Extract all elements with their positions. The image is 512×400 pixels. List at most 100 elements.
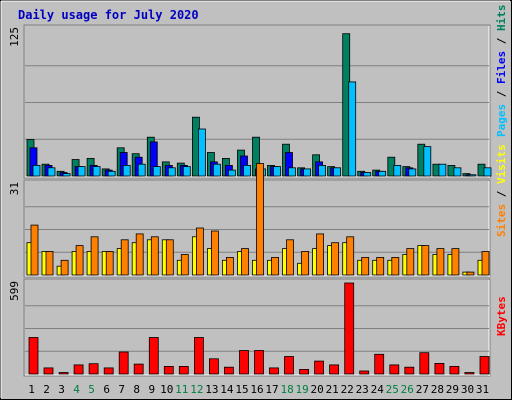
legend-part: Files xyxy=(495,51,508,84)
day-label-21: 21 xyxy=(326,383,339,396)
bar-kbytes-day-18 xyxy=(284,356,294,375)
series-legend-visitors: Sites / Visits xyxy=(495,144,508,237)
day-label-22: 22 xyxy=(341,383,354,396)
bar-sites-day-19 xyxy=(301,251,310,276)
day-label-15: 15 xyxy=(235,383,248,396)
day-label-1: 1 xyxy=(28,383,35,396)
bar-sites-day-16 xyxy=(256,163,264,276)
bar-pages-day-12 xyxy=(197,128,206,177)
day-label-30: 30 xyxy=(461,383,474,396)
legend-part: Pages xyxy=(495,104,508,137)
panel-requests: 125 Pages / Files / Hits xyxy=(8,5,508,179)
bar-kbytes-day-22 xyxy=(344,282,355,375)
day-label-23: 23 xyxy=(356,383,369,396)
bar-sites-day-5 xyxy=(90,236,99,276)
bar-pages-day-6 xyxy=(107,170,116,177)
bar-sites-day-14 xyxy=(225,256,234,276)
bar-pages-day-17 xyxy=(273,166,281,177)
bar-sites-day-2 xyxy=(45,251,54,276)
bar-kbytes-day-31 xyxy=(479,356,490,375)
day-label-27: 27 xyxy=(416,383,429,396)
bar-kbytes-day-12 xyxy=(193,337,204,375)
bar-sites-day-27 xyxy=(421,245,430,276)
day-label-24: 24 xyxy=(371,383,385,396)
bar-kbytes-day-20 xyxy=(314,360,325,375)
bar-sites-day-26 xyxy=(406,248,415,276)
bar-kbytes-day-8 xyxy=(133,363,144,375)
bar-pages-day-29 xyxy=(453,167,462,177)
bar-pages-day-22 xyxy=(348,81,357,177)
bar-pages-day-30 xyxy=(468,174,477,177)
bar-pages-day-25 xyxy=(393,164,402,177)
bar-pages-day-31 xyxy=(483,167,492,177)
day-label-6: 6 xyxy=(103,383,110,396)
bar-sites-day-30 xyxy=(466,271,475,276)
bar-sites-day-23 xyxy=(361,256,370,276)
bar-pages-day-5 xyxy=(92,166,101,177)
bar-sites-day-28 xyxy=(436,248,445,276)
day-label-2: 2 xyxy=(43,383,50,396)
bar-kbytes-day-10 xyxy=(163,365,174,375)
bar-sites-day-25 xyxy=(391,256,400,276)
bar-pages-day-4 xyxy=(77,166,86,177)
bar-kbytes-day-11 xyxy=(178,365,189,375)
bar-kbytes-day-15 xyxy=(239,350,249,375)
bar-pages-day-13 xyxy=(212,163,221,177)
day-label-19: 19 xyxy=(295,383,308,396)
bar-pages-day-7 xyxy=(122,164,131,177)
day-label-13: 13 xyxy=(205,383,218,396)
bar-kbytes-day-5 xyxy=(88,363,99,375)
day-label-12: 12 xyxy=(190,383,203,396)
day-label-31: 31 xyxy=(476,383,489,396)
bar-sites-day-15 xyxy=(241,248,249,276)
bar-kbytes-day-2 xyxy=(43,367,54,375)
bar-kbytes-day-7 xyxy=(118,351,129,375)
bar-pages-day-8 xyxy=(137,163,146,177)
bar-sites-day-10 xyxy=(165,239,174,276)
bar-sites-day-11 xyxy=(180,254,189,276)
bar-kbytes-day-28 xyxy=(434,362,445,375)
bar-pages-day-3 xyxy=(62,173,71,177)
day-label-4: 4 xyxy=(73,383,80,396)
panel-kbytes: 599 KBytes xyxy=(8,278,508,377)
bar-kbytes-day-17 xyxy=(269,367,279,375)
bar-pages-day-15 xyxy=(243,164,251,177)
bar-pages-day-19 xyxy=(303,168,312,177)
bar-kbytes-day-25 xyxy=(389,364,400,375)
bar-kbytes-day-1 xyxy=(28,337,39,375)
bar-sites-day-7 xyxy=(120,239,129,276)
day-label-16: 16 xyxy=(250,383,263,396)
bar-pages-day-24 xyxy=(378,170,387,177)
bar-kbytes-day-30 xyxy=(464,372,475,375)
panel-visitors: 31 Sites / Visits xyxy=(8,144,508,278)
bar-kbytes-day-19 xyxy=(299,368,310,375)
bar-sites-day-4 xyxy=(75,245,84,276)
bar-kbytes-day-21 xyxy=(329,364,340,375)
bar-sites-day-18 xyxy=(286,239,294,276)
bar-pages-day-11 xyxy=(182,166,191,177)
bar-kbytes-day-27 xyxy=(419,352,430,375)
bar-pages-day-9 xyxy=(152,166,161,177)
bar-sites-day-21 xyxy=(331,242,340,276)
series-legend-kbytes: KBytes xyxy=(495,296,508,336)
bar-sites-day-29 xyxy=(451,248,460,276)
legend-part: / xyxy=(495,184,508,204)
bar-pages-day-10 xyxy=(167,167,176,177)
bar-sites-day-17 xyxy=(271,256,279,276)
chart-panels: 125 Pages / Files / Hits 31 Sites / Visits 5… xyxy=(8,5,508,377)
bar-sites-day-31 xyxy=(481,251,490,276)
y-max-label: 31 xyxy=(8,182,21,195)
day-labels: 1 2 3 4 5 6 7 8 9 10 11 12 13 14 15 16 17 18 19 20 21 22 23 24 2… xyxy=(28,383,489,396)
y-max-label: 125 xyxy=(8,27,21,47)
bar-kbytes-day-26 xyxy=(404,366,415,375)
bar-kbytes-day-9 xyxy=(148,337,159,375)
bar-kbytes-day-24 xyxy=(374,353,385,375)
bar-kbytes-day-6 xyxy=(103,367,114,375)
day-label-7: 7 xyxy=(118,383,125,396)
y-max-label: 599 xyxy=(8,281,21,301)
legend-part: / xyxy=(495,84,508,104)
bar-pages-day-27 xyxy=(423,146,432,177)
legend-part: / xyxy=(495,31,508,51)
day-label-14: 14 xyxy=(220,383,234,396)
